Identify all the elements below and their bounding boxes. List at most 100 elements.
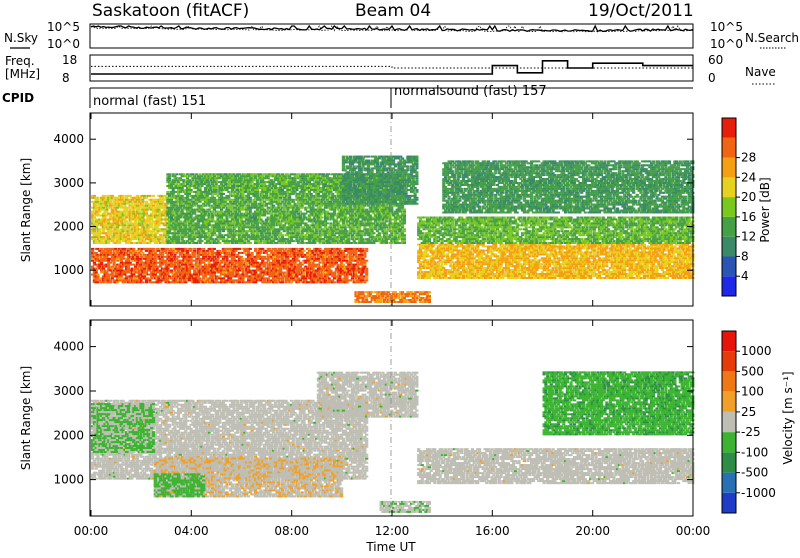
- heatmap-cell-region-0: [130, 275, 133, 277]
- heatmap-cell-region-0: [165, 252, 168, 254]
- heatmap-cell-region-1: [138, 222, 141, 224]
- heatmap-cell-region-1: [96, 197, 99, 199]
- heatmap-cell-region-0: [299, 279, 302, 281]
- heatmap-cell-region-0: [209, 270, 212, 272]
- heatmap-cell-region-2: [256, 224, 259, 226]
- heatmap-cell-region-2: [294, 213, 297, 215]
- heatmap-cell-region-2: [200, 240, 203, 242]
- heatmap-cell-region-0: [166, 248, 169, 250]
- heatmap-cell-region-2: [222, 238, 225, 240]
- heatmap-cell-region-0: [193, 248, 196, 250]
- heatmap-cell-region-0: [208, 258, 211, 260]
- heatmap-cell-region-0: [308, 262, 311, 264]
- heatmap-cell-region-0: [297, 256, 300, 258]
- heatmap-cell-region-0: [98, 250, 101, 252]
- heatmap-cell-region-1: [138, 240, 141, 242]
- heatmap-cell-region-0: [258, 254, 261, 256]
- heatmap-cell-region-2: [292, 193, 295, 195]
- heatmap-cell-region-1: [157, 224, 160, 226]
- heatmap-cell-region-2: [199, 242, 202, 244]
- heatmap-cell-region-2: [286, 209, 289, 211]
- heatmap-cell-region-0: [231, 272, 234, 274]
- nsearch-tick-bottom: 10^0: [710, 37, 743, 51]
- heatmap-cell-region-2: [247, 224, 250, 226]
- heatmap-cell-region-1: [150, 207, 153, 209]
- heatmap-cell-region-2: [208, 222, 211, 224]
- heatmap-cell-region-1: [122, 195, 125, 197]
- heatmap-cell-region-0: [233, 252, 236, 254]
- heatmap-cell-region-2: [242, 197, 245, 199]
- heatmap-cell-region-2: [190, 181, 193, 183]
- heatmap-cell-region-1: [113, 240, 116, 242]
- heatmap-cell-region-0: [202, 258, 205, 260]
- heatmap-cell-region-2: [181, 195, 184, 197]
- freq-label-line2: [MHz]: [5, 67, 40, 81]
- heatmap-cell-region-2: [245, 232, 248, 234]
- heatmap-cell-region-0: [159, 281, 162, 283]
- heatmap-cell-region-0: [199, 264, 202, 266]
- heatmap-cell-region-2: [224, 181, 227, 183]
- heatmap-cell-region-0: [329, 256, 332, 258]
- heatmap-cell-region-1: [122, 197, 125, 199]
- heatmap-cell-region-0: [127, 260, 130, 262]
- heatmap-cell-region-0: [211, 275, 214, 277]
- heatmap-cell-region-2: [184, 222, 187, 224]
- heatmap-cell-region-0: [109, 250, 112, 252]
- heatmap-cell-region-1: [118, 242, 121, 244]
- heatmap-cell-region-0: [365, 275, 368, 277]
- heatmap-cell-region-2: [215, 185, 218, 187]
- heatmap-cell-region-2: [190, 183, 193, 185]
- heatmap-cell-region-2: [184, 234, 187, 236]
- cpid-segment-normal: normal (fast) 151: [93, 94, 206, 109]
- heatmap-cell-region-0: [362, 248, 365, 250]
- heatmap-cell-region-2: [263, 201, 266, 203]
- heatmap-cell-region-0: [247, 266, 250, 268]
- heatmap-cell-region-2: [220, 211, 223, 213]
- heatmap-cell-region-2: [175, 183, 178, 185]
- heatmap-cell-region-0: [109, 262, 112, 264]
- heatmap-cell-region-2: [173, 234, 176, 236]
- heatmap-cell-region-1: [138, 199, 141, 201]
- heatmap-cell-region-0: [311, 252, 314, 254]
- heatmap-cell-region-0: [157, 256, 160, 258]
- heatmap-cell-region-0: [197, 275, 200, 277]
- heatmap-cell-region-1: [129, 201, 132, 203]
- heatmap-cell-region-2: [200, 193, 203, 195]
- heatmap-cell-region-2: [295, 238, 298, 240]
- heatmap-cell-region-0: [177, 250, 180, 252]
- heatmap-cell-region-0: [195, 268, 198, 270]
- heatmap-cell-region-2: [302, 181, 305, 183]
- heatmap-cell-region-1: [109, 207, 112, 209]
- heatmap-cell-region-2: [229, 183, 232, 185]
- heatmap-cell-region-1: [109, 232, 112, 234]
- heatmap-cell-region-0: [281, 248, 284, 250]
- heatmap-cell-region-0: [349, 279, 352, 281]
- heatmap-cell-region-0: [261, 260, 264, 262]
- heatmap-cell-region-0: [310, 260, 313, 262]
- heatmap-cell-region-0: [227, 264, 230, 266]
- heatmap-cell-region-2: [227, 191, 230, 193]
- heatmap-cell-region-2: [177, 193, 180, 195]
- heatmap-cell-region-2: [208, 181, 211, 183]
- heatmap-cell-region-1: [95, 242, 98, 244]
- heatmap-cell-region-0: [136, 268, 139, 270]
- heatmap-cell-region-0: [96, 277, 99, 279]
- heatmap-cell-region-2: [294, 203, 297, 205]
- heatmap-cell-region-0: [100, 262, 103, 264]
- heatmap-cell-region-0: [363, 256, 366, 258]
- heatmap-cell-region-1: [93, 238, 96, 240]
- heatmap-cell-region-2: [197, 222, 200, 224]
- heatmap-cell-region-2: [279, 205, 282, 207]
- heatmap-cell-region-1: [130, 228, 133, 230]
- heatmap-cell-region-1: [141, 199, 144, 201]
- heatmap-cell-region-2: [258, 228, 261, 230]
- heatmap-cell-region-0: [337, 264, 340, 266]
- heatmap-cell-region-2: [215, 187, 218, 189]
- heatmap-cell-region-1: [122, 215, 125, 217]
- heatmap-cell-region-0: [136, 254, 139, 256]
- heatmap-cell-region-2: [172, 242, 175, 244]
- heatmap-cell-region-2: [215, 179, 218, 181]
- heatmap-cell-region-0: [165, 260, 168, 262]
- heatmap-cell-region-1: [102, 207, 105, 209]
